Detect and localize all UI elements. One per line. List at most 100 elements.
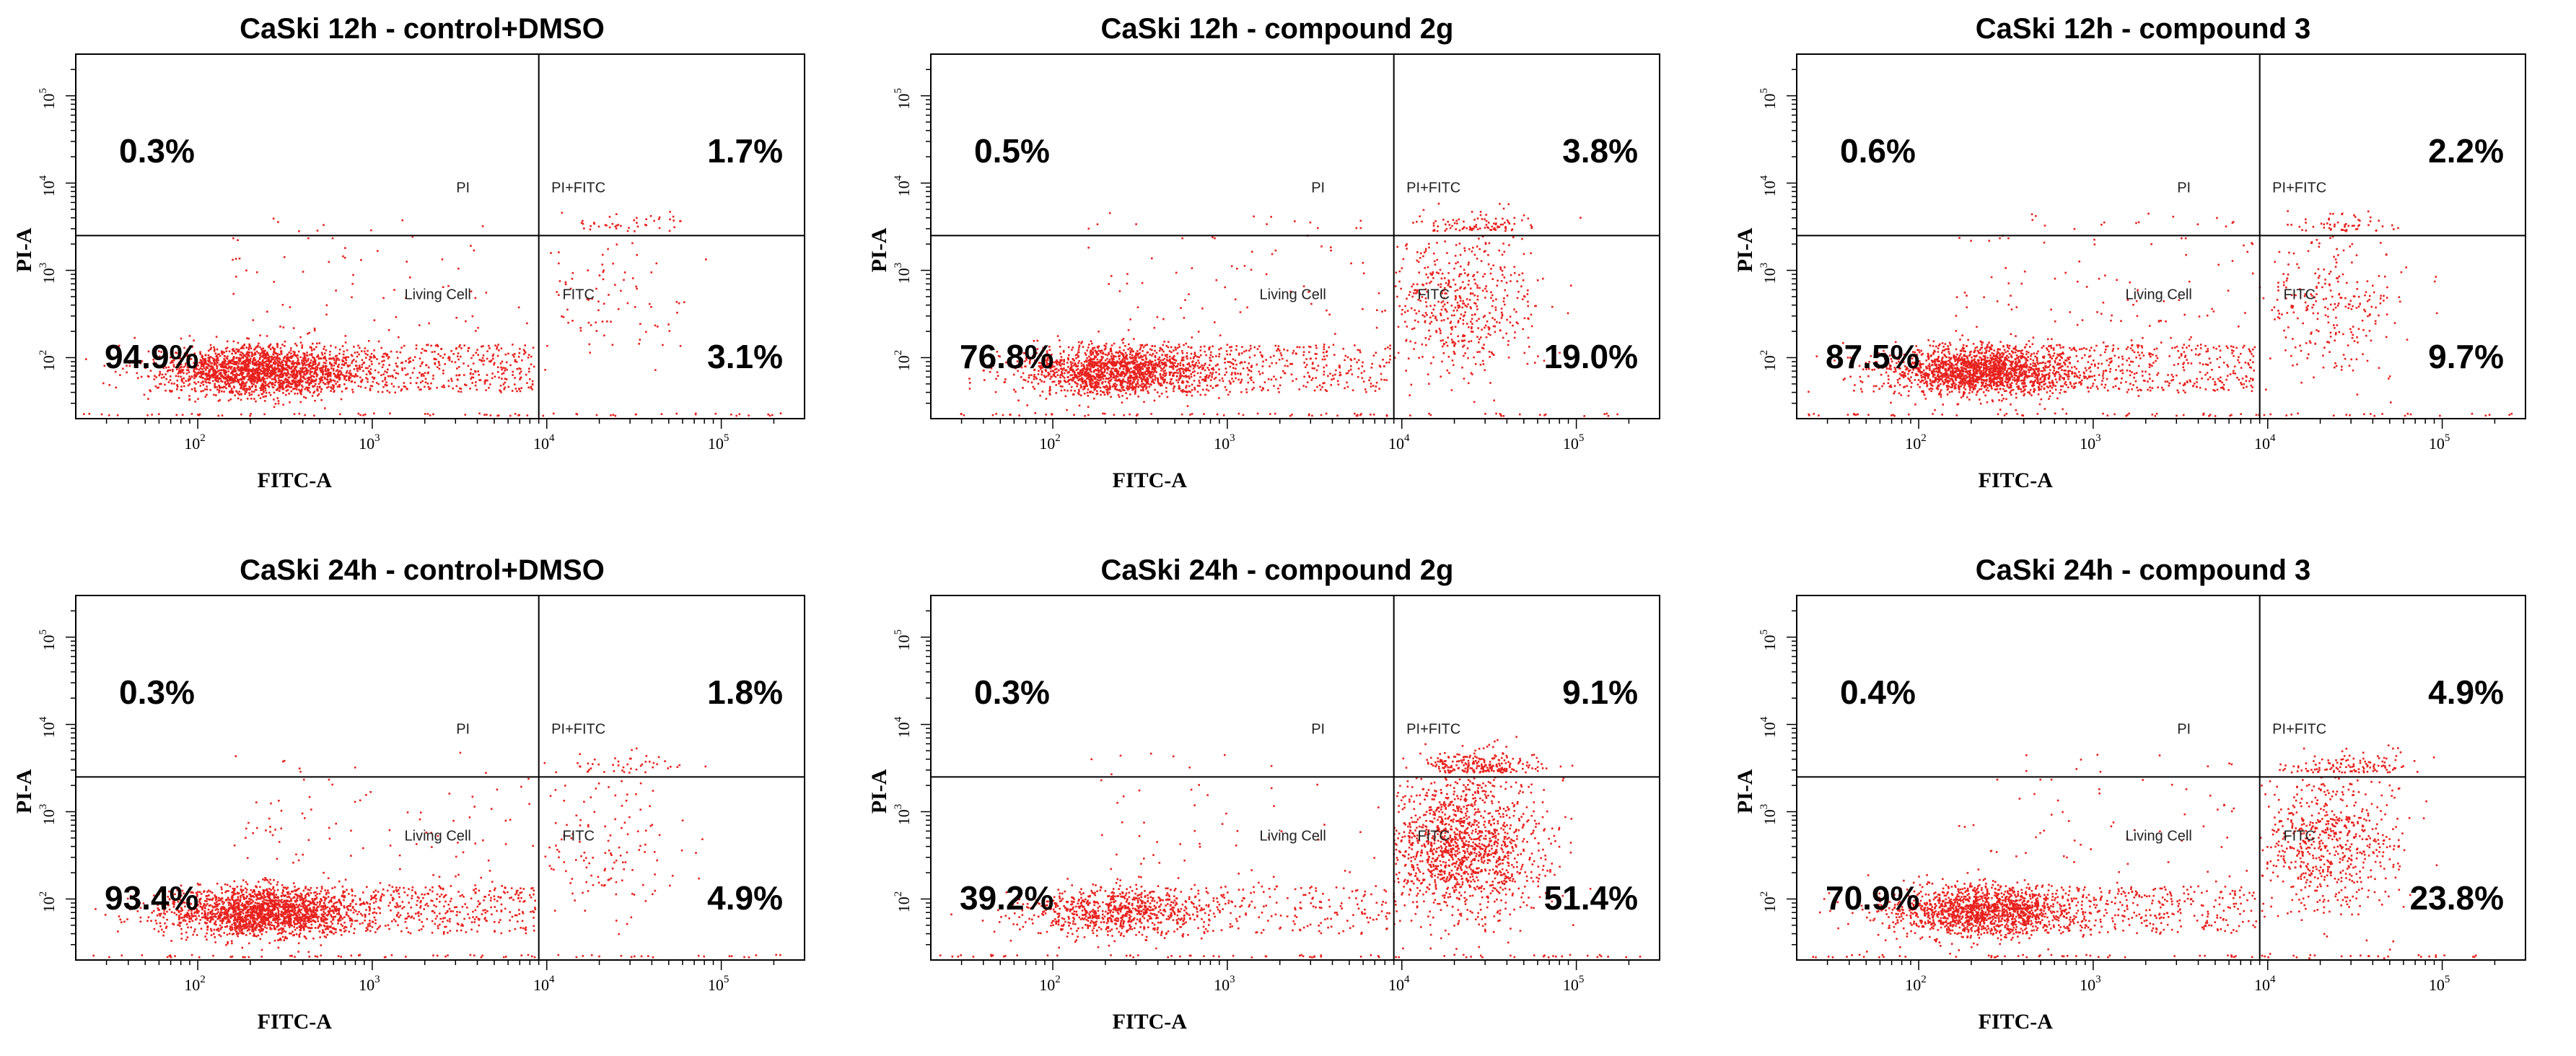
scatter-point: [240, 370, 242, 372]
scatter-point: [1188, 293, 1190, 295]
scatter-point: [381, 355, 384, 358]
scatter-point: [634, 306, 636, 308]
scatter-point: [1136, 350, 1139, 352]
scatter-point: [1463, 378, 1466, 380]
scatter-point: [494, 362, 496, 365]
scatter-point: [266, 352, 268, 354]
scatter-point: [1179, 364, 1181, 367]
scatter-point: [1043, 359, 1046, 362]
scatter-point: [1218, 355, 1220, 358]
scatter-point: [1239, 362, 1242, 365]
scatter-point: [1126, 371, 1129, 374]
scatter-point: [436, 386, 438, 389]
scatter-point: [532, 346, 535, 349]
scatter-point: [1108, 367, 1110, 370]
scatter-point: [333, 390, 336, 392]
scatter-point: [233, 350, 236, 352]
scatter-point: [230, 382, 232, 384]
scatter-point: [1113, 383, 1115, 385]
scatter-point: [197, 398, 199, 400]
scatter-point: [176, 379, 179, 382]
scatter-point: [380, 374, 382, 377]
scatter-point: [1073, 359, 1075, 362]
scatter-point: [1109, 370, 1112, 373]
scatter-point: [1050, 370, 1052, 372]
scatter-point: [293, 380, 295, 383]
scatter-point: [1042, 347, 1045, 350]
scatter-point: [1217, 363, 1219, 366]
scatter-point: [328, 385, 330, 388]
scatter-point: [1110, 363, 1113, 366]
scatter-point: [302, 376, 305, 378]
scatter-point: [1430, 362, 1432, 365]
scatter-point: [1049, 389, 1051, 391]
scatter-point: [1179, 370, 1181, 372]
scatter-point: [1095, 369, 1098, 372]
scatter-point: [983, 379, 986, 381]
scatter-point: [500, 391, 502, 393]
scatter-point: [1214, 385, 1217, 388]
scatter-point: [1476, 258, 1478, 260]
scatter-point: [1469, 306, 1472, 308]
scatter-point: [1053, 361, 1055, 364]
scatter-point: [284, 372, 286, 375]
scatter-point: [324, 369, 326, 372]
scatter-point: [180, 363, 183, 366]
scatter-point: [442, 384, 445, 387]
scatter-point: [558, 294, 560, 296]
scatter-point: [490, 359, 493, 362]
scatter-point: [419, 357, 421, 359]
scatter-point: [268, 375, 270, 378]
scatter-point: [329, 362, 331, 365]
scatter-point: [1136, 364, 1139, 367]
scatter-point: [1132, 359, 1135, 362]
scatter-point: [497, 414, 500, 416]
scatter-point: [364, 367, 367, 370]
scatter-point: [383, 359, 385, 362]
scatter-point: [1115, 355, 1117, 358]
scatter-point: [85, 358, 87, 360]
scatter-point: [1232, 358, 1235, 360]
scatter-point: [1096, 393, 1099, 395]
scatter-point: [1068, 354, 1070, 357]
scatter-point: [1218, 348, 1220, 351]
scatter-point: [1160, 370, 1162, 372]
scatter-point: [279, 376, 282, 378]
scatter-point: [1142, 385, 1145, 388]
scatter-point: [226, 346, 229, 349]
scatter-point: [1088, 364, 1091, 366]
scatter-point: [236, 390, 238, 393]
scatter-point: [1078, 344, 1081, 347]
scatter-point: [1453, 364, 1455, 366]
scatter-point: [1273, 385, 1275, 387]
scatter-point: [1115, 385, 1117, 388]
scatter-point: [1153, 399, 1156, 402]
scatter-point: [1095, 350, 1098, 353]
scatter-point: [411, 235, 413, 238]
scatter-point: [506, 368, 508, 371]
scatter-point: [1339, 374, 1341, 377]
scatter-point: [242, 352, 244, 354]
scatter-point: [254, 376, 257, 378]
scatter-point: [1178, 378, 1180, 380]
scatter-point: [1466, 323, 1468, 325]
scatter-point: [287, 356, 289, 359]
scatter-point: [141, 360, 144, 362]
scatter-point: [218, 389, 221, 392]
scatter-point: [1013, 388, 1015, 391]
scatter-point: [1126, 282, 1129, 285]
scatter-point: [292, 350, 295, 353]
scatter-point: [1004, 378, 1007, 380]
scatter-point: [1003, 381, 1006, 383]
scatter-point: [312, 379, 315, 382]
scatter-point: [239, 378, 242, 380]
scatter-point: [254, 380, 256, 382]
scatter-point: [384, 370, 386, 372]
scatter-point: [262, 384, 265, 386]
scatter-point: [231, 352, 233, 355]
scatter-point: [260, 370, 262, 372]
scatter-point: [1351, 373, 1354, 375]
scatter-point: [489, 347, 491, 349]
scatter-point: [1271, 362, 1273, 365]
scatter-point: [154, 385, 157, 388]
